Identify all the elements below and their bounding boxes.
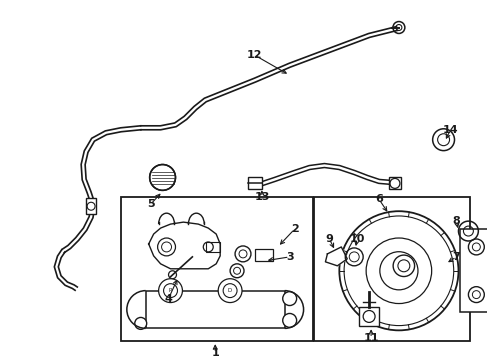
Polygon shape [325,247,346,266]
Bar [145,291,284,328]
Bar [359,306,378,327]
Text: 3: 3 [285,252,293,262]
Bar [206,242,220,252]
Bar [247,177,262,189]
Text: 4: 4 [164,293,172,303]
Circle shape [282,314,296,327]
Text: 12: 12 [246,50,262,60]
Text: 1: 1 [211,348,219,358]
Text: D: D [227,288,232,293]
Circle shape [282,292,296,306]
Circle shape [218,279,242,302]
Text: 13: 13 [254,192,269,202]
Bar [388,177,400,189]
Circle shape [158,279,182,302]
Text: 5: 5 [146,199,154,209]
Text: 11: 11 [363,333,378,343]
Text: 2: 2 [290,224,298,234]
Circle shape [135,318,146,329]
Bar [254,249,272,261]
Bar [460,229,488,312]
Text: 8: 8 [452,216,459,226]
Bar [86,198,96,214]
Text: 10: 10 [349,234,364,244]
Circle shape [149,165,175,190]
Text: 7: 7 [452,252,459,262]
Bar [313,197,469,341]
Bar [121,197,312,341]
Text: P: P [168,288,172,293]
Text: 6: 6 [374,194,382,204]
Text: 9: 9 [325,234,333,244]
Text: 14: 14 [442,125,457,135]
